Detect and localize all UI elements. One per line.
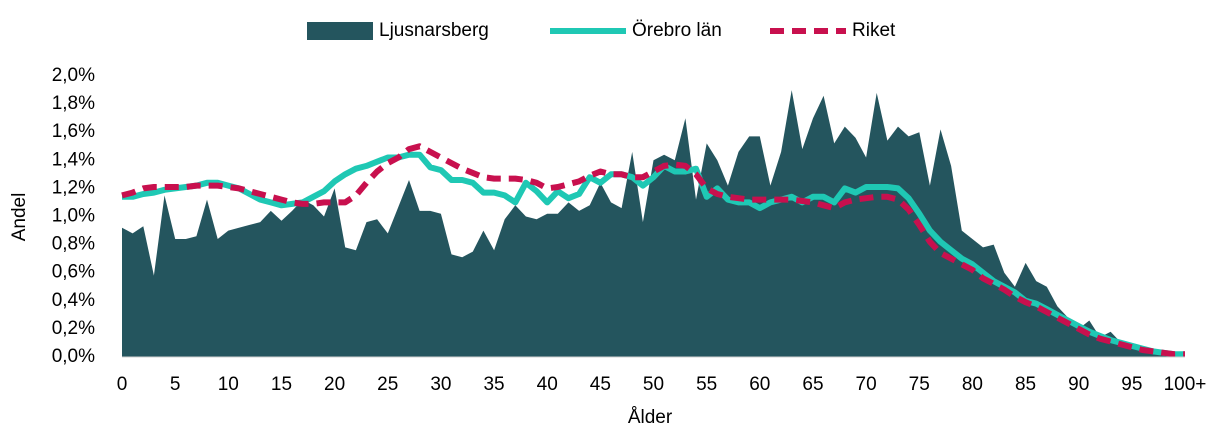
y-axis-label: Andel (9, 193, 30, 242)
y-tick-label: 0,0% (52, 346, 95, 367)
x-tick-label: 25 (377, 374, 398, 395)
x-tick-label: 35 (483, 374, 504, 395)
x-tick-label: 70 (856, 374, 877, 395)
x-tick-label: 40 (537, 374, 558, 395)
x-tick-label: 80 (962, 374, 983, 395)
x-tick-label: 10 (218, 374, 239, 395)
x-axis-label: Ålder (628, 407, 673, 428)
legend-label: Ljusnarsberg (379, 20, 489, 41)
y-tick-label: 0,6% (52, 262, 95, 283)
x-tick-label: 95 (1121, 374, 1142, 395)
x-tick-label: 30 (430, 374, 451, 395)
y-tick-label: 0,8% (52, 234, 95, 255)
y-tick-label: 2,0% (52, 65, 95, 86)
x-tick-label: 45 (590, 374, 611, 395)
legend-label: Riket (852, 20, 896, 41)
y-tick-label: 1,4% (52, 149, 95, 170)
y-tick-label: 0,2% (52, 318, 95, 339)
x-tick-label: 15 (271, 374, 292, 395)
x-tick-label: 5 (170, 374, 181, 395)
x-tick-label: 90 (1068, 374, 1089, 395)
x-tick-label: 75 (909, 374, 930, 395)
legend-label: Örebro län (632, 20, 722, 41)
y-tick-label: 0,4% (52, 290, 95, 311)
area (122, 90, 1185, 357)
line (121, 143, 1185, 358)
x-tick-label: 65 (802, 374, 823, 395)
y-tick-label: 1,0% (52, 206, 95, 227)
y-tick-label: 1,8% (52, 93, 95, 114)
x-tick-label: 0 (117, 374, 128, 395)
y-tick-label: 1,2% (52, 177, 95, 198)
legend-swatch (307, 22, 373, 40)
x-tick-label: 100+ (1164, 374, 1207, 395)
x-tick-label: 50 (643, 374, 664, 395)
x-tick-label: 85 (1015, 374, 1036, 395)
x-tick-label: 60 (749, 374, 770, 395)
y-tick-label: 1,6% (52, 121, 95, 142)
x-tick-label: 55 (696, 374, 717, 395)
x-tick-label: 20 (324, 374, 345, 395)
